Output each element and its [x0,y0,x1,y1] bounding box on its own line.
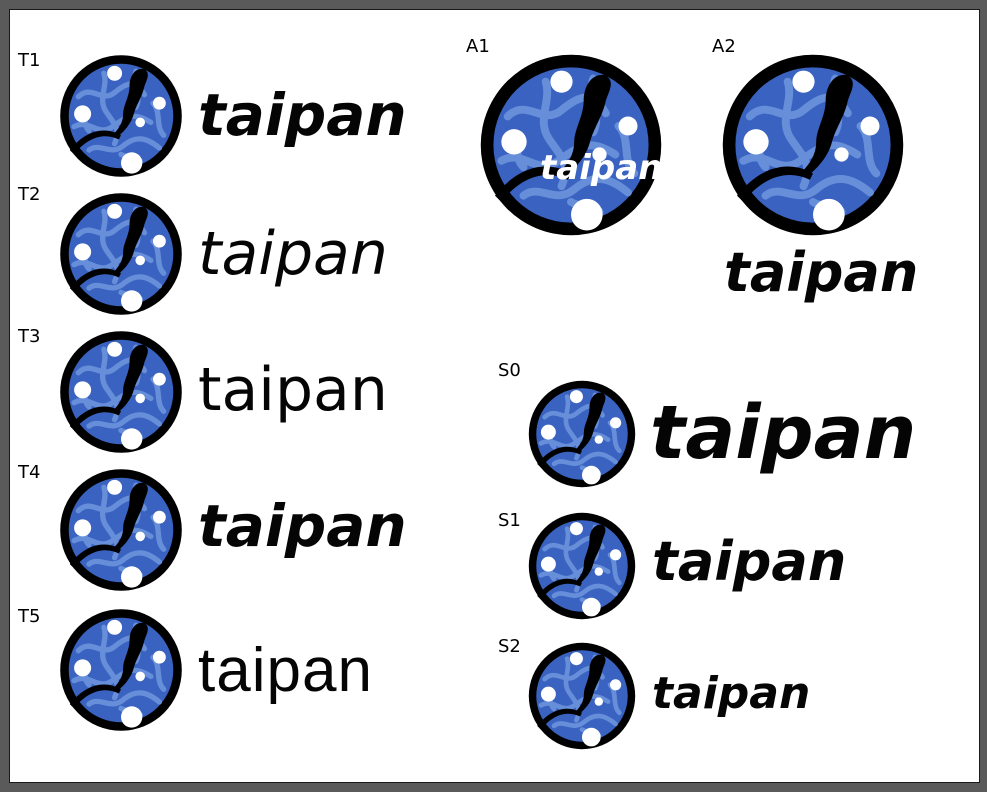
wordmark-t5: taipan [198,636,373,705]
wordmark-a1: taipan [540,148,663,188]
variant-label-t2: T2 [18,184,41,205]
wordmark-t2: taipan [198,219,388,289]
taipan-logo-icon [718,50,908,240]
taipan-logo-icon [57,190,185,318]
taipan-logo-icon [526,510,638,622]
variant-label-s2: S2 [498,636,521,657]
variant-label-t4: T4 [18,462,41,483]
taipan-logo-icon [57,466,185,594]
taipan-logo-icon [57,52,185,180]
wordmark-s0: taipan [650,390,917,476]
wordmark-a2: taipan [724,241,919,304]
variant-label-a2: A2 [712,36,736,57]
variant-label-a1: A1 [466,36,490,57]
variant-label-t3: T3 [18,326,41,347]
variant-label-s0: S0 [498,360,521,381]
wordmark-t3: taipan [198,355,388,425]
wordmark-s1: taipan [652,530,847,593]
variant-label-s1: S1 [498,510,521,531]
wordmark-t4: taipan [198,492,407,560]
wordmark-t1: taipan [198,81,407,149]
taipan-logo-icon [476,50,666,240]
taipan-logo-icon [57,606,185,734]
wordmark-s2: taipan [652,668,811,719]
taipan-logo-icon [526,378,638,490]
taipan-logo-icon [526,640,638,752]
taipan-logo-icon [57,328,185,456]
variant-label-t5: T5 [18,606,41,627]
artboard: T1 taipan T2 taipan T3 taipan T4 taipan … [9,9,980,783]
variant-label-t1: T1 [18,50,41,71]
